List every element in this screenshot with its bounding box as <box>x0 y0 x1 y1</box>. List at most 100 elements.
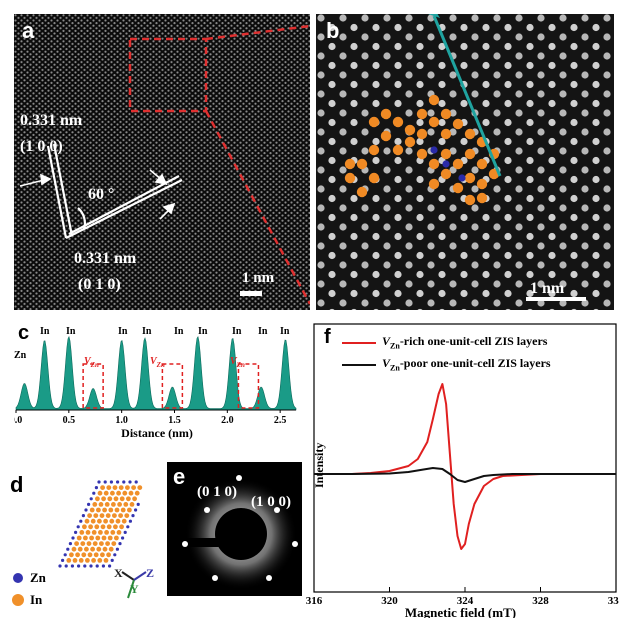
x-tick-label-c: 1.0 <box>115 415 128 426</box>
series-line-poor <box>314 467 616 483</box>
vacancy-label: VZn <box>230 356 245 369</box>
panel-d-label: d <box>10 472 24 497</box>
in-atom <box>87 513 92 518</box>
panel-b-label: b <box>326 18 340 43</box>
x-tick-label-c: 1.5 <box>168 415 181 426</box>
peak-label: In <box>66 326 76 337</box>
zn-atom <box>68 542 72 546</box>
peak-label: In <box>198 326 208 337</box>
in-atom <box>380 130 392 142</box>
legend-in-swatch <box>12 594 24 606</box>
in-atom <box>83 535 88 541</box>
zn-atom <box>458 174 466 182</box>
in-atom <box>106 485 112 490</box>
vacancy-box <box>82 363 104 409</box>
diffraction-spots <box>182 475 298 581</box>
in-atom <box>86 541 92 546</box>
zn-atom <box>81 514 85 518</box>
in-atom <box>96 507 101 513</box>
axis-y-label: Y <box>130 582 139 596</box>
beam-stop <box>215 508 267 560</box>
in-atom <box>78 558 84 563</box>
line-profile-arrowhead <box>428 14 440 18</box>
x-tick-label-c: 0.0 <box>14 415 22 426</box>
in-atom <box>95 496 100 502</box>
in-atom <box>344 158 356 170</box>
in-atom <box>368 116 380 128</box>
in-atom <box>368 172 380 184</box>
in-atom <box>99 513 105 518</box>
in-atom <box>98 502 104 507</box>
in-atom <box>112 485 118 490</box>
in-atom <box>416 148 428 160</box>
legend-in-label: In <box>30 592 43 607</box>
in-atom <box>356 186 368 198</box>
in-atom <box>104 502 110 507</box>
in-atom <box>99 541 104 546</box>
legend-line-poor <box>342 364 376 366</box>
in-atom <box>452 118 464 130</box>
in-atom <box>108 546 114 552</box>
zn-atom <box>128 519 132 523</box>
spacing-label-top: 0.331 nm <box>20 112 83 129</box>
angle-label: 60 ° <box>88 186 115 203</box>
in-atom <box>121 518 127 524</box>
y-axis-label-f: Intensity <box>312 442 326 488</box>
zn-atom <box>79 519 83 523</box>
in-atom <box>89 507 95 513</box>
in-atom <box>71 546 77 552</box>
in-atom <box>115 518 121 524</box>
in-atom <box>95 535 101 541</box>
in-atom <box>104 530 109 535</box>
x-tick-label-c: 2.0 <box>221 415 234 426</box>
peak-label: In <box>174 326 184 337</box>
in-atom <box>114 535 119 541</box>
vacancy-box <box>237 363 260 409</box>
legend-label-rich: VZn-rich one-unit-cell ZIS layers <box>382 334 548 351</box>
in-atom <box>108 507 114 513</box>
in-atom <box>109 518 115 524</box>
panel-b-magnified-image: b 1 nm <box>316 14 614 310</box>
panel-e-label: e <box>173 464 186 489</box>
zn-atom <box>58 564 62 568</box>
zn-atom <box>64 564 68 568</box>
in-atom <box>116 490 121 496</box>
in-atom <box>85 530 91 535</box>
in-atom <box>125 485 130 490</box>
lattice-background <box>14 14 310 310</box>
in-atom <box>100 485 105 490</box>
scale-label-b: 1 nm <box>530 280 565 297</box>
atomic-model <box>12 480 147 606</box>
in-atom <box>428 116 440 128</box>
in-atom <box>72 558 78 563</box>
zn-atom <box>123 530 127 534</box>
scale-bar-b <box>526 297 586 301</box>
zn-atom <box>89 497 93 501</box>
zn-atom <box>113 553 117 557</box>
in-atom <box>428 94 440 106</box>
zn-atom <box>84 508 88 512</box>
zn-atom <box>126 525 130 529</box>
in-atom <box>76 535 82 541</box>
in-atom <box>380 108 392 120</box>
legend-label-poor: VZn-poor one-unit-cell ZIS layers <box>382 356 551 373</box>
scale-bar-a <box>240 291 262 296</box>
zoom-connector-bottom <box>204 110 310 305</box>
in-atom <box>416 108 428 120</box>
in-atom <box>100 524 106 530</box>
x-tick-label-f: 324 <box>457 595 474 607</box>
in-atom <box>87 552 93 558</box>
in-atom <box>91 558 96 563</box>
in-atom <box>440 108 452 120</box>
in-atom <box>131 485 137 490</box>
in-atom <box>102 507 107 513</box>
in-atom <box>344 172 356 184</box>
zn-atom <box>121 536 125 540</box>
in-atom <box>476 178 488 190</box>
in-atom <box>368 144 380 156</box>
x-tick-label-c: 0.5 <box>63 415 76 426</box>
vacancy-box <box>161 363 184 409</box>
panel-c-line-profile: 0.0 0.5 1.0 1.5 2.0 2.5 c Zn In In In In In In In In I… <box>14 320 300 442</box>
axis-triad <box>121 571 147 599</box>
zn-atom <box>442 160 450 168</box>
